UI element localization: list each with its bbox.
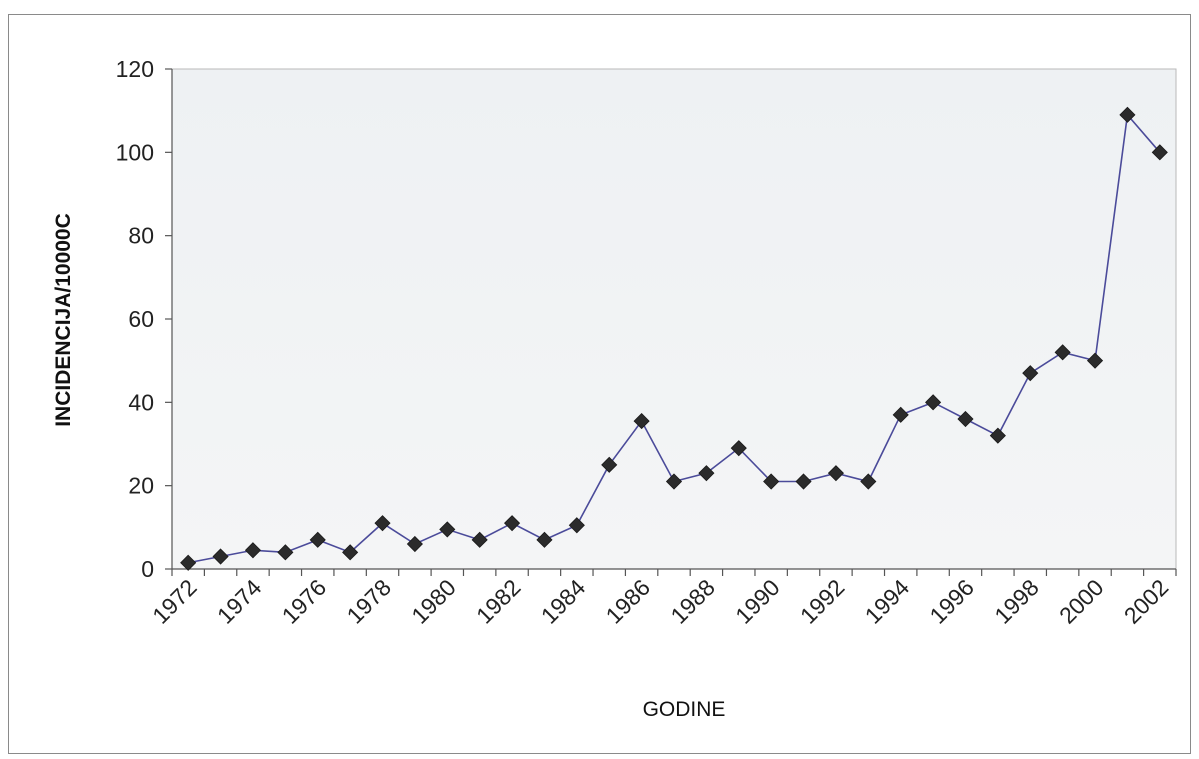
x-tick-label: 1998: [989, 574, 1044, 629]
data-point: [471, 531, 488, 548]
y-axis-title: INCIDENCIJA/10000C: [52, 213, 75, 427]
data-point: [244, 542, 262, 559]
data-point: [277, 544, 294, 561]
data-point: [827, 465, 845, 482]
data-point: [374, 515, 391, 532]
x-tick-label: 1984: [536, 574, 591, 629]
data-point: [180, 554, 197, 571]
data-point: [957, 410, 974, 428]
x-tick-label: 1974: [212, 574, 267, 629]
data-point: [342, 544, 359, 561]
y-tick-label: 120: [116, 56, 154, 82]
y-tick-label: 0: [141, 556, 154, 582]
data-point: [763, 473, 780, 490]
y-tick-label: 40: [128, 389, 154, 415]
data-point: [503, 515, 521, 532]
x-axis-title: GODINE: [643, 698, 726, 721]
plot-area: [171, 68, 1177, 570]
series-layer: [180, 106, 1168, 571]
x-tick-label: 1988: [665, 574, 720, 629]
data-point: [989, 427, 1006, 444]
x-tick-label: 1982: [471, 574, 526, 629]
x-axis: 1972 1974 1976 1978 1980 1982 1984 1986 1988 1990…: [147, 568, 1177, 629]
x-tick-label: 1976: [277, 574, 332, 629]
data-point: [860, 473, 877, 490]
data-point: [1022, 365, 1039, 382]
data-point: [795, 473, 812, 490]
data-point: [698, 465, 715, 482]
x-tick-label: 2000: [1054, 574, 1109, 629]
x-tick-label: 1990: [730, 574, 785, 629]
x-tick-label: 1972: [147, 574, 202, 629]
x-tick-label: 1992: [795, 574, 850, 629]
data-point: [536, 531, 553, 548]
y-tick-label: 20: [128, 473, 154, 499]
x-tick-label: 1996: [924, 574, 979, 629]
x-tick-label: 2002: [1119, 574, 1174, 629]
data-point: [601, 456, 618, 473]
x-tick-label: 1978: [341, 574, 396, 629]
y-tick-label: 100: [116, 139, 154, 165]
data-point: [1086, 352, 1104, 369]
data-point: [633, 413, 650, 430]
x-tick-label: 1986: [601, 574, 656, 629]
data-point: [406, 535, 423, 553]
x-tick-label: 1994: [860, 574, 915, 629]
data-point: [1119, 106, 1136, 123]
data-point: [730, 440, 747, 457]
data-point: [568, 517, 585, 534]
y-tick-label: 80: [128, 223, 154, 249]
data-point: [1054, 344, 1071, 361]
data-point: [665, 473, 683, 490]
data-point: [439, 521, 456, 538]
data-point: [925, 394, 942, 411]
y-axis: 0 20 40 60 80 100 120: [116, 56, 173, 582]
data-point: [1151, 144, 1168, 161]
x-tick-label: 1980: [406, 574, 461, 629]
data-point: [309, 531, 326, 548]
data-point: [892, 406, 909, 423]
y-tick-label: 60: [128, 306, 154, 332]
data-point: [212, 548, 229, 565]
